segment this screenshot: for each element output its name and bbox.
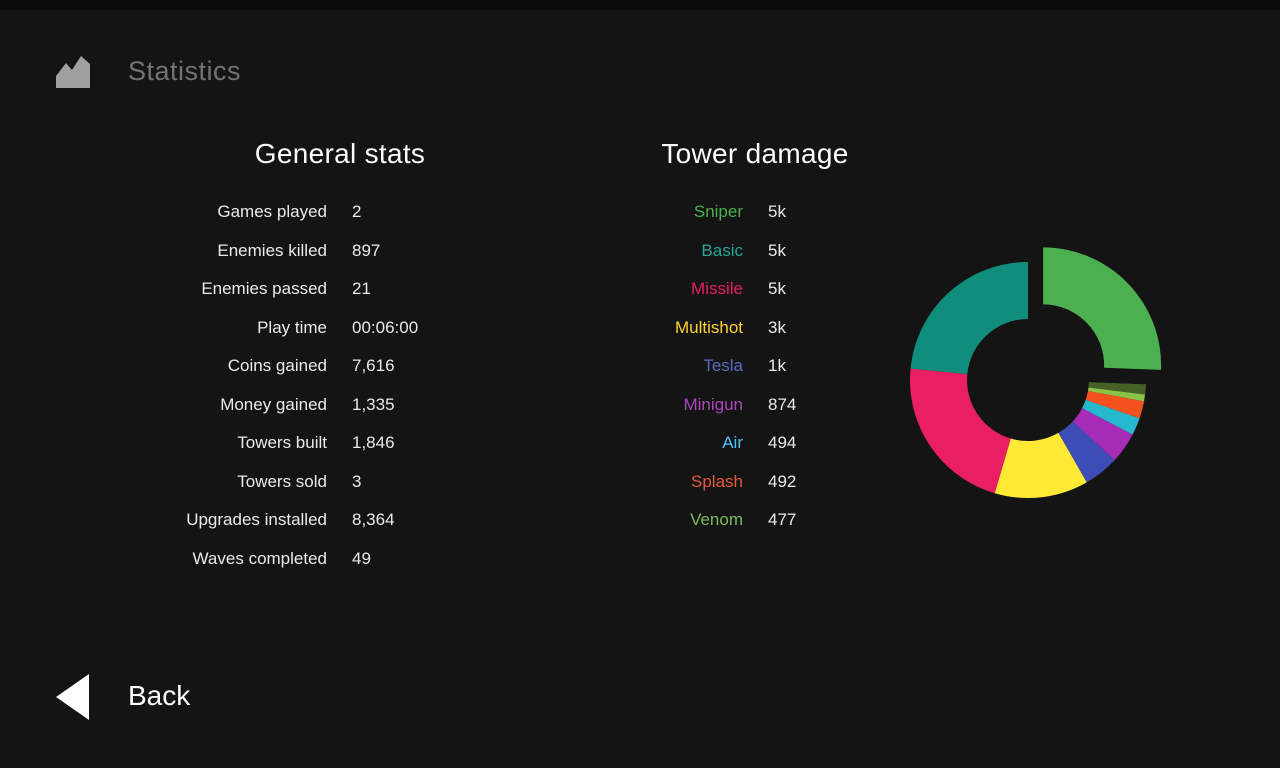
stat-value: 494: [768, 433, 797, 453]
tower-damage-donut-chart: [910, 247, 1162, 498]
donut-slice-shadow: [1088, 382, 1146, 395]
stat-label: Sniper: [693, 202, 743, 222]
stat-row: Play time 00:06:00: [60, 309, 490, 348]
stat-label: Towers built: [237, 433, 327, 453]
stat-row: Splash 492: [560, 463, 890, 502]
stat-value: 00:06:00: [352, 317, 419, 337]
stat-label: Money gained: [220, 394, 327, 414]
stat-row: Towers sold 3: [60, 463, 490, 502]
stat-row: Sniper 5k: [560, 193, 890, 232]
donut-slice-tesla: [1058, 421, 1115, 483]
stat-value: 874: [768, 394, 797, 414]
statistics-chart-icon: [56, 56, 90, 88]
stat-value: 1k: [768, 356, 786, 376]
donut-slice-multishot: [994, 432, 1087, 498]
donut-slice-sniper: [1043, 247, 1162, 370]
stat-row: Games played 2: [60, 193, 490, 232]
stat-label: Air: [722, 433, 743, 453]
donut-slice-splash: [1085, 391, 1145, 419]
stat-row: Venom 477: [560, 501, 890, 540]
tower-damage-heading: Tower damage: [661, 138, 849, 169]
stat-row: Coins gained 7,616: [60, 347, 490, 386]
stat-row: Enemies passed 21: [60, 270, 490, 309]
stat-row: Missile 5k: [560, 270, 890, 309]
stat-label: Towers sold: [237, 471, 327, 491]
stat-value: 5k: [768, 202, 786, 222]
stat-row: Money gained 1,335: [60, 386, 490, 425]
stat-row: Minigun 874: [560, 386, 890, 425]
page-title: Statistics: [128, 56, 242, 86]
stat-value: 5k: [768, 279, 786, 299]
tower-damage-list: Sniper 5k Basic 5k Missile 5k Multishot 3k Tesla…: [560, 193, 890, 540]
stat-label: Upgrades installed: [186, 510, 327, 530]
stat-row: Enemies killed 897: [60, 232, 490, 271]
stat-value: 49: [352, 548, 371, 568]
stat-value: 3: [352, 471, 362, 491]
stat-label: Basic: [701, 240, 743, 260]
stat-label: Minigun: [683, 394, 743, 414]
stat-label: Enemies passed: [201, 279, 327, 299]
stat-row: Basic 5k: [560, 232, 890, 271]
stat-row: Upgrades installed 8,364: [60, 501, 490, 540]
donut-slice-air: [1082, 399, 1140, 435]
general-stats-heading: General stats: [254, 138, 426, 169]
stat-row: Towers built 1,846: [60, 424, 490, 463]
stat-value: 492: [768, 471, 797, 491]
back-button-label: Back: [128, 680, 191, 711]
general-stats-list: Games played 2 Enemies killed 897 Enemies pa…: [60, 193, 490, 578]
stat-row: Multishot 3k: [560, 309, 890, 348]
back-button[interactable]: Back: [40, 660, 300, 736]
stat-value: 21: [352, 279, 371, 299]
stat-value: 3k: [768, 317, 786, 337]
donut-slice-missile: [910, 368, 1011, 494]
stat-value: 477: [768, 510, 797, 530]
stat-value: 2: [352, 202, 362, 222]
stat-label: Venom: [690, 510, 743, 530]
stat-label: Enemies killed: [217, 240, 327, 260]
stat-value: 5k: [768, 240, 786, 260]
stat-label: Waves completed: [192, 548, 327, 568]
stat-row: Air 494: [560, 424, 890, 463]
stat-label: Splash: [691, 471, 743, 491]
stat-label: Coins gained: [227, 356, 327, 376]
stat-value: 8,364: [352, 510, 395, 530]
stat-value: 7,616: [352, 356, 395, 376]
top-edge-bar: [0, 0, 1280, 10]
stat-label: Missile: [691, 279, 743, 299]
stat-label: Games played: [217, 202, 327, 222]
donut-slice-basic: [910, 262, 1028, 375]
back-arrow-icon: [56, 674, 89, 720]
stat-value: 897: [352, 240, 381, 260]
stat-label: Play time: [257, 317, 327, 337]
stat-row: Tesla 1k: [560, 347, 890, 386]
stat-value: 1,335: [352, 394, 395, 414]
stat-value: 1,846: [352, 433, 395, 453]
stat-row: Waves completed 49: [60, 540, 490, 579]
donut-slice-minigun: [1072, 408, 1133, 461]
stat-label: Tesla: [703, 356, 743, 376]
stat-label: Multishot: [674, 317, 743, 337]
